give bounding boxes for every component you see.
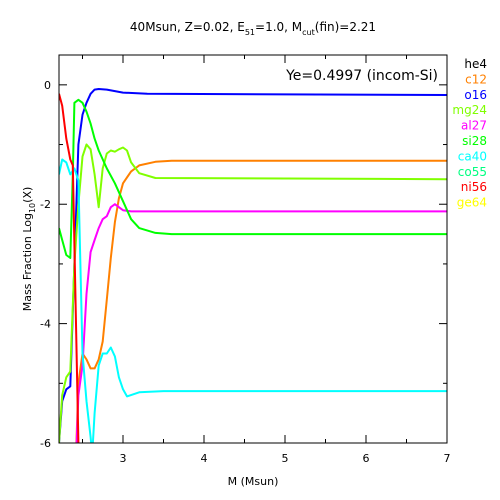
x-axis-label: M (Msun): [228, 475, 279, 488]
y-tick-label: -2: [40, 198, 51, 211]
x-tick-label: 7: [444, 452, 451, 465]
y-axis: 0 -2 -4 -6: [40, 79, 447, 450]
legend-entry-co55: co55: [458, 165, 487, 179]
series-line-ni56: [59, 93, 80, 443]
legend-entry-o16: o16: [464, 88, 487, 102]
series-line-c12: [75, 159, 447, 443]
series-line-al27: [75, 203, 447, 443]
legend-entry-al27: al27: [461, 119, 487, 133]
x-tick-label: 6: [362, 452, 369, 465]
y-tick-label: 0: [44, 79, 51, 92]
chart-title: 40Msun, Z=0.02, E51=1.0, Mcut(fin)=2.21: [130, 20, 376, 37]
series-line-o16: [59, 88, 447, 443]
plot-frame: [58, 54, 448, 444]
legend-entry-ca40: ca40: [458, 149, 487, 163]
ye-annotation: Ye=0.4997 (incom-Si): [285, 68, 438, 84]
x-tick-label: 3: [119, 452, 126, 465]
legend-entry-si28: si28: [462, 134, 487, 148]
y-tick-label: -6: [40, 437, 51, 450]
legend-entry-ni56: ni56: [461, 180, 487, 194]
legend-entry-he4: he4: [464, 57, 487, 71]
y-axis-label: Mass Fraction Log10(X): [21, 187, 37, 312]
x-axis: 3 4 5 6 7: [81, 55, 451, 465]
y-tick-label: -4: [40, 318, 51, 331]
legend-entry-c12: c12: [465, 72, 487, 86]
legend-entry-ge64: ge64: [457, 196, 487, 210]
plot-lines: [59, 88, 447, 443]
series-line-si28: [59, 98, 447, 259]
x-tick-label: 4: [200, 452, 207, 465]
series-line-mg24: [59, 143, 447, 443]
legend-entry-mg24: mg24: [452, 103, 487, 117]
x-tick-label: 5: [281, 452, 288, 465]
